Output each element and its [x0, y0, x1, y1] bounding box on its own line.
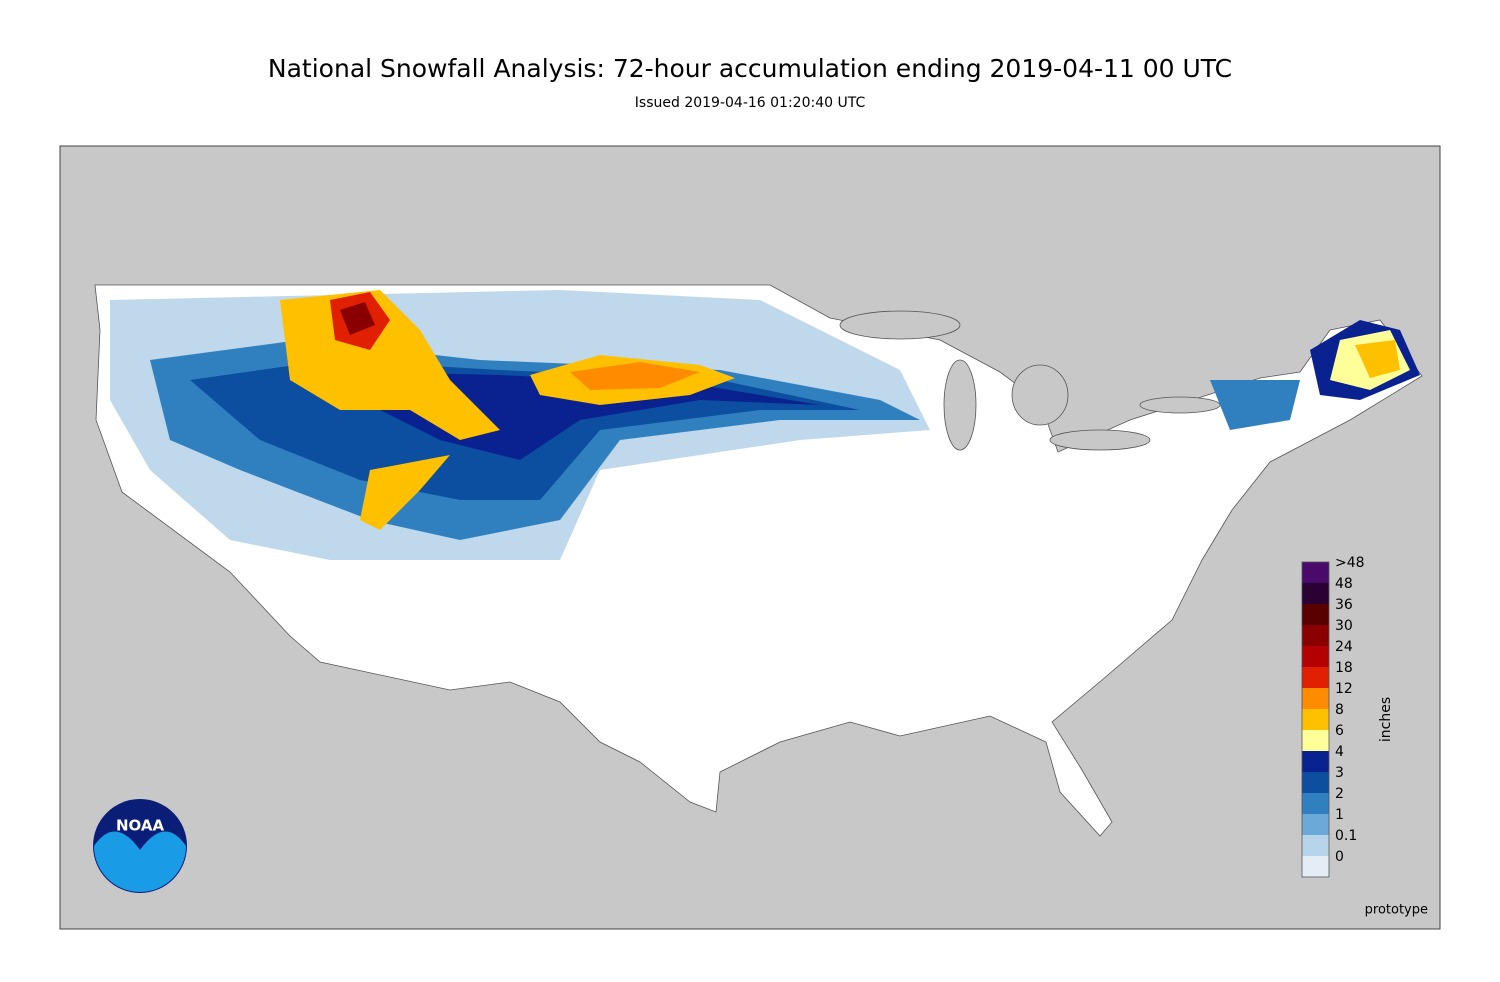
legend-label: 4	[1335, 744, 1344, 760]
legend-swatch	[1302, 583, 1329, 604]
footer-note: prototype	[1365, 903, 1428, 918]
legend-swatch	[1302, 667, 1329, 688]
legend: >48 48 36 30 24 18 12 8 6 4 3 2 1 0.1 0 inches	[1301, 555, 1394, 878]
legend-swatch	[1302, 856, 1329, 877]
title: National Snowfall Analysis: 72-hour accu…	[268, 54, 1232, 83]
legend-swatch	[1302, 751, 1329, 772]
great-lakes	[839, 310, 1221, 451]
legend-swatch	[1302, 688, 1329, 709]
legend-label: 8	[1335, 702, 1344, 718]
legend-border	[1301, 561, 1330, 878]
logo-text: NOAA	[116, 817, 165, 835]
legend-label: 36	[1335, 597, 1353, 613]
legend-label: 18	[1335, 660, 1353, 676]
subtitle: Issued 2019-04-16 01:20:40 UTC	[635, 95, 866, 111]
legend-label: 12	[1335, 681, 1353, 697]
legend-label: 30	[1335, 618, 1353, 634]
legend-label: 2	[1335, 786, 1344, 802]
snowfall-field	[110, 290, 1420, 560]
legend-swatch	[1302, 625, 1329, 646]
legend-swatch	[1302, 709, 1329, 730]
legend-swatch	[1302, 562, 1329, 583]
legend-swatch	[1302, 793, 1329, 814]
legend-label: 1	[1335, 807, 1344, 823]
legend-label: 3	[1335, 765, 1344, 781]
legend-swatch	[1302, 835, 1329, 856]
legend-swatch	[1302, 730, 1329, 751]
legend-label: 24	[1335, 639, 1353, 655]
legend-label: 6	[1335, 723, 1344, 739]
legend-swatch	[1302, 604, 1329, 625]
legend-label: 0.1	[1335, 828, 1357, 844]
legend-swatch	[1302, 646, 1329, 667]
noaa-logo: NOAA	[93, 799, 187, 893]
legend-swatch	[1302, 772, 1329, 793]
legend-swatch	[1302, 814, 1329, 835]
logo-wave	[94, 831, 186, 892]
legend-label: 48	[1335, 576, 1353, 592]
map	[59, 145, 1441, 930]
legend-label: >48	[1335, 555, 1365, 571]
legend-label: 0	[1335, 849, 1344, 865]
legend-title: inches	[1378, 697, 1394, 742]
